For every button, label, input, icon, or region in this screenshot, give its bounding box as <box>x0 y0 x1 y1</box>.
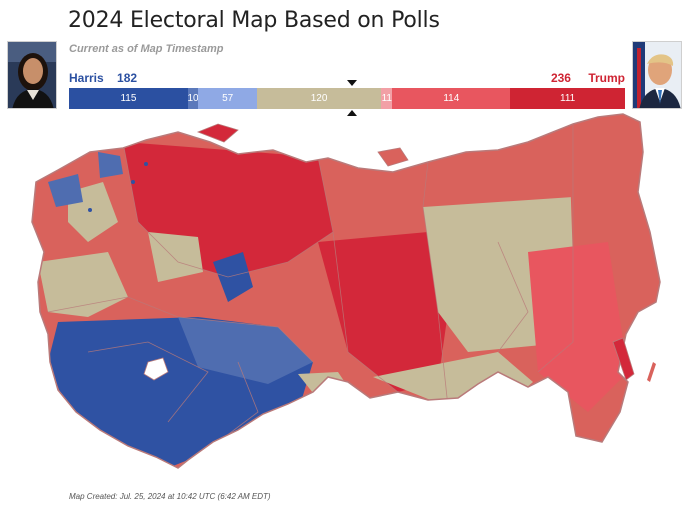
majority-marker-top-icon <box>347 80 357 86</box>
majority-marker-bottom-icon <box>347 110 357 116</box>
bar-segment-leans-trump: 11 <box>381 88 393 109</box>
bar-segment-safe-trump: 111 <box>510 88 625 109</box>
bar-segment-safe-harris: 115 <box>69 88 188 109</box>
harris-name: Harris <box>69 71 104 85</box>
trump-electoral-votes: 236 <box>550 71 571 85</box>
trump-name: Trump <box>588 71 625 85</box>
bar-segment-likely-trump: 114 <box>392 88 511 109</box>
bar-segment-toss-up: 120 <box>257 88 382 109</box>
harris-label: Harris 182 <box>69 71 137 85</box>
electoral-vote-bar: 115 10 57 120 11 114 111 <box>69 88 625 109</box>
harris-electoral-votes: 182 <box>117 71 138 85</box>
map-subtitle: Current as of Map Timestamp <box>69 43 224 55</box>
map-created-footer: Map Created: Jul. 25, 2024 at 10:42 UTC … <box>69 492 271 501</box>
page-title: 2024 Electoral Map Based on Polls <box>68 8 440 33</box>
harris-portrait <box>7 41 57 109</box>
bar-segment-likely-harris: 10 <box>187 88 199 109</box>
trump-label: 236 Trump <box>551 71 625 85</box>
bar-segment-leans-harris: 57 <box>198 88 258 109</box>
electoral-map <box>31 113 661 469</box>
trump-portrait <box>632 41 682 109</box>
